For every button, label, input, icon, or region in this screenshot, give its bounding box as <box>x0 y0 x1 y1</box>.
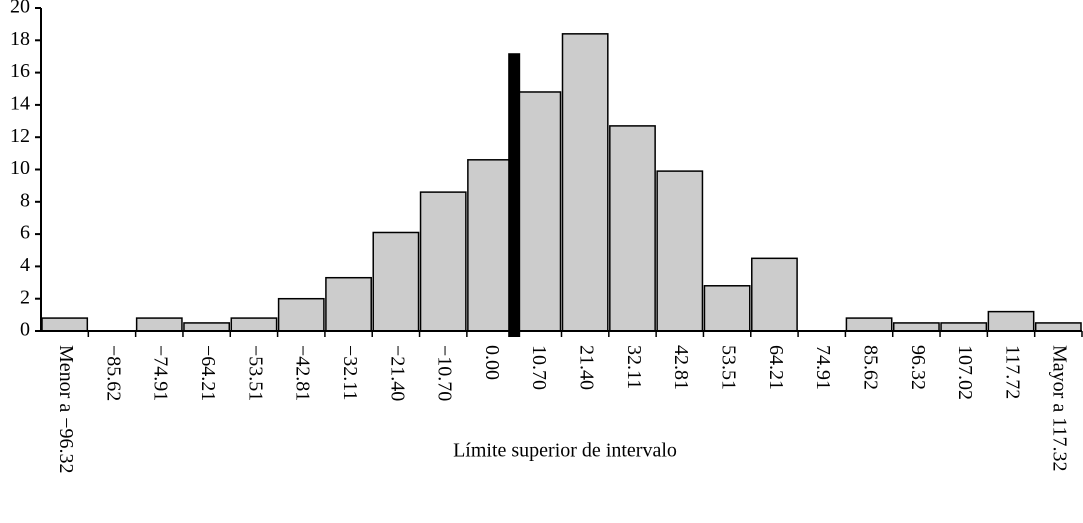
bar <box>892 322 940 332</box>
x-tick-label: 32.11 <box>623 345 645 389</box>
x-tick-label: −32.11 <box>339 345 361 401</box>
y-tick-label: 0 <box>20 319 30 341</box>
x-tick-label: 53.51 <box>718 345 740 390</box>
bar <box>751 257 798 332</box>
bar <box>41 317 89 332</box>
bar <box>372 231 420 332</box>
x-tick-label: 10.70 <box>528 345 550 390</box>
x-tick-label: 42.81 <box>670 345 692 390</box>
bar <box>419 191 467 332</box>
y-tick-label: 18 <box>10 28 30 50</box>
bar <box>656 170 704 332</box>
x-tick-label: Menor a −96.32 <box>55 345 77 473</box>
x-tick-label: 74.91 <box>812 345 834 390</box>
bar <box>1034 322 1082 332</box>
y-tick-label: 20 <box>10 0 30 18</box>
bar <box>514 91 562 332</box>
y-tick-label: 2 <box>20 286 30 308</box>
bar <box>183 322 231 332</box>
x-tick-label: −64.21 <box>197 345 219 401</box>
bar <box>845 317 893 332</box>
x-tick-label: 21.40 <box>576 345 598 390</box>
bar <box>987 310 1035 332</box>
y-tick-label: 16 <box>10 60 30 82</box>
bar <box>940 322 988 332</box>
x-tick-label: Mayor a 117.32 <box>1049 345 1071 471</box>
x-tick-label: −85.62 <box>102 345 124 401</box>
bar <box>135 317 183 332</box>
reference-line <box>508 53 521 337</box>
y-tick-label: 4 <box>20 254 30 276</box>
x-tick-label: 85.62 <box>859 345 881 390</box>
y-tick-label: 6 <box>20 222 30 244</box>
x-tick-label: −74.91 <box>150 345 172 401</box>
y-tick-label: 10 <box>10 157 30 179</box>
x-tick-label: −21.40 <box>386 345 408 401</box>
y-tick-label: 14 <box>10 92 30 114</box>
bar <box>561 33 609 332</box>
bar <box>277 297 325 332</box>
y-tick-label: 8 <box>20 189 30 211</box>
bar <box>325 276 372 332</box>
x-axis-label: Límite superior de intervalo <box>453 440 677 462</box>
x-tick-label: −42.81 <box>292 345 314 401</box>
x-tick-label: 117.72 <box>1001 345 1023 399</box>
y-tick-label: 12 <box>10 125 30 147</box>
bar <box>609 125 656 332</box>
bar <box>230 317 278 332</box>
x-tick-label: −53.51 <box>244 345 266 401</box>
x-tick-label: 0.00 <box>481 345 503 380</box>
bar <box>703 285 751 332</box>
x-tick-label: 96.32 <box>907 345 929 390</box>
x-tick-label: 64.21 <box>765 345 787 390</box>
x-tick-label: −10.70 <box>434 345 456 401</box>
x-tick-label: 107.02 <box>954 345 976 400</box>
bar <box>467 159 514 332</box>
